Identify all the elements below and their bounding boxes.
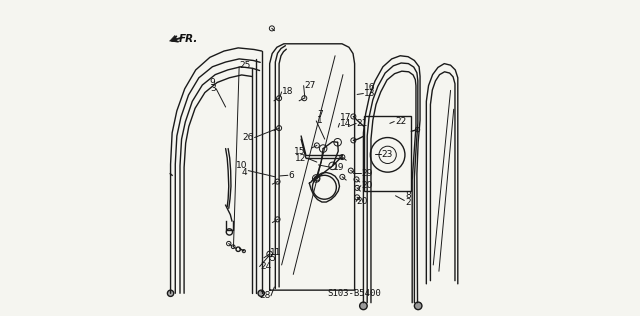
Text: 8: 8 [405, 191, 411, 200]
Text: 23: 23 [381, 150, 393, 159]
Text: 3: 3 [210, 84, 216, 93]
Text: 16: 16 [364, 83, 376, 92]
Text: 27: 27 [304, 81, 316, 89]
Text: 1: 1 [317, 116, 323, 125]
Text: 22: 22 [395, 117, 406, 126]
Text: 14: 14 [340, 119, 351, 128]
Text: 7: 7 [317, 110, 323, 119]
Text: 5: 5 [269, 254, 275, 263]
Text: 26: 26 [243, 133, 254, 142]
Bar [364, 116, 412, 191]
Text: 28: 28 [260, 291, 271, 300]
Text: 29: 29 [362, 169, 373, 178]
Text: 20: 20 [357, 197, 368, 206]
Text: 19: 19 [333, 163, 344, 172]
Text: 9: 9 [210, 78, 216, 87]
Text: 18: 18 [282, 88, 294, 96]
Circle shape [258, 290, 264, 296]
Text: FR.: FR. [179, 34, 198, 44]
Circle shape [414, 302, 422, 310]
Text: 24: 24 [260, 262, 271, 271]
Text: 4: 4 [241, 168, 247, 177]
Text: 12: 12 [294, 154, 306, 162]
Text: 2: 2 [405, 198, 411, 207]
Text: 17: 17 [340, 112, 351, 122]
Text: 25: 25 [240, 61, 251, 70]
Text: 15: 15 [294, 147, 306, 156]
Circle shape [168, 290, 173, 296]
Text: 20: 20 [362, 181, 373, 190]
Text: 21: 21 [357, 119, 368, 128]
Text: S103-B5400: S103-B5400 [327, 289, 381, 298]
Text: 6: 6 [289, 171, 294, 180]
Circle shape [360, 302, 367, 310]
Text: 10: 10 [236, 161, 247, 170]
Text: 13: 13 [364, 89, 376, 98]
Text: 11: 11 [269, 248, 281, 257]
